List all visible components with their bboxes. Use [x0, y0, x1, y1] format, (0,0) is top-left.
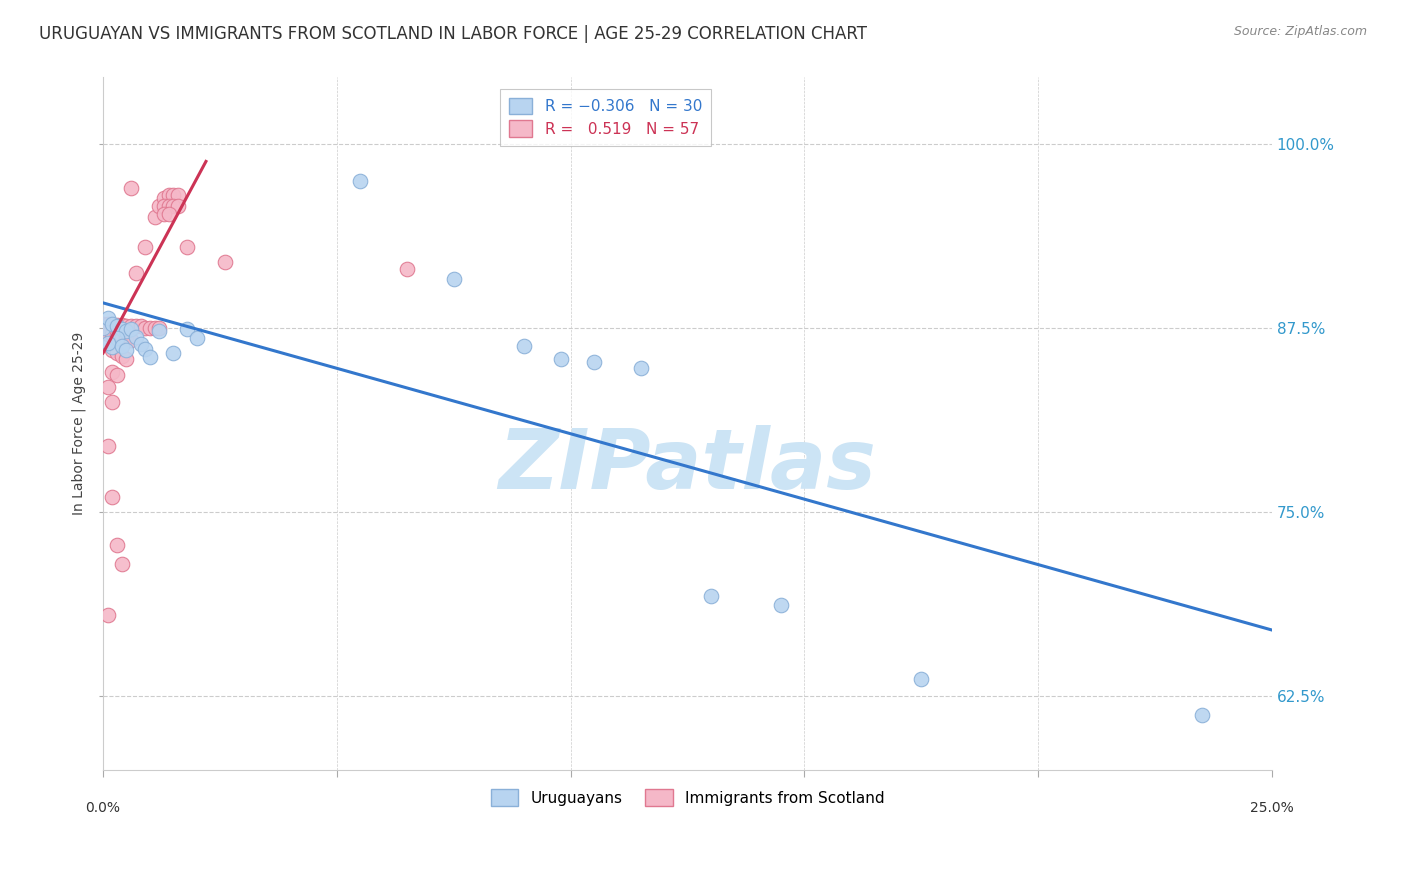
- Point: [111, 557, 134, 571]
- Point: [153, 207, 176, 221]
- Text: URUGUAYAN VS IMMIGRANTS FROM SCOTLAND IN LABOR FORCE | AGE 25-29 CORRELATION CHA: URUGUAYAN VS IMMIGRANTS FROM SCOTLAND IN…: [39, 25, 868, 43]
- Point: [157, 188, 180, 202]
- Point: [120, 181, 142, 195]
- Point: [101, 317, 124, 331]
- Point: [395, 262, 418, 277]
- Point: [167, 199, 190, 213]
- Point: [111, 322, 134, 336]
- Point: [111, 330, 134, 344]
- Point: [148, 324, 170, 338]
- Point: [120, 322, 142, 336]
- Point: [120, 333, 142, 347]
- Point: [97, 317, 120, 331]
- Point: [101, 326, 124, 341]
- Point: [115, 351, 138, 366]
- Point: [105, 368, 128, 383]
- Point: [105, 346, 128, 360]
- Point: [143, 211, 166, 225]
- Point: [513, 338, 536, 352]
- Point: [111, 349, 134, 363]
- Point: [101, 340, 124, 354]
- Point: [167, 188, 190, 202]
- Point: [125, 330, 148, 344]
- Point: [115, 331, 138, 345]
- Point: [101, 491, 124, 505]
- Point: [97, 326, 120, 341]
- Text: ZIPatlas: ZIPatlas: [499, 425, 876, 506]
- Point: [157, 207, 180, 221]
- Point: [105, 328, 128, 343]
- Point: [101, 365, 124, 379]
- Legend: Uruguayans, Immigrants from Scotland: Uruguayans, Immigrants from Scotland: [485, 783, 890, 813]
- Point: [134, 321, 156, 335]
- Point: [129, 319, 152, 334]
- Point: [139, 321, 162, 335]
- Point: [143, 321, 166, 335]
- Point: [349, 173, 371, 187]
- Point: [582, 355, 605, 369]
- Point: [1191, 708, 1213, 723]
- Point: [550, 351, 572, 366]
- Point: [162, 346, 184, 360]
- Point: [97, 608, 120, 623]
- Point: [157, 199, 180, 213]
- Point: [153, 191, 176, 205]
- Point: [125, 267, 148, 281]
- Point: [162, 199, 184, 213]
- Point: [139, 351, 162, 365]
- Point: [153, 199, 176, 213]
- Point: [115, 319, 138, 334]
- Point: [115, 343, 138, 357]
- Point: [769, 598, 792, 612]
- Point: [120, 319, 142, 334]
- Point: [91, 317, 114, 331]
- Point: [176, 322, 198, 336]
- Point: [148, 199, 170, 213]
- Text: 25.0%: 25.0%: [1250, 800, 1294, 814]
- Point: [148, 321, 170, 335]
- Point: [97, 439, 120, 453]
- Point: [162, 188, 184, 202]
- Point: [105, 331, 128, 345]
- Point: [910, 672, 932, 686]
- Point: [630, 360, 652, 375]
- Point: [101, 394, 124, 409]
- Text: Source: ZipAtlas.com: Source: ZipAtlas.com: [1233, 25, 1367, 38]
- Point: [105, 537, 128, 551]
- Point: [97, 310, 120, 325]
- Point: [105, 319, 128, 334]
- Point: [125, 319, 148, 334]
- Point: [176, 240, 198, 254]
- Point: [91, 321, 114, 335]
- Point: [134, 240, 156, 254]
- Point: [97, 335, 120, 350]
- Y-axis label: In Labor Force | Age 25-29: In Labor Force | Age 25-29: [72, 332, 86, 516]
- Point: [129, 337, 152, 351]
- Point: [214, 254, 236, 268]
- Point: [101, 343, 124, 357]
- Point: [134, 342, 156, 356]
- Point: [105, 318, 128, 332]
- Point: [186, 331, 208, 345]
- Point: [97, 380, 120, 394]
- Text: 0.0%: 0.0%: [86, 800, 121, 814]
- Point: [115, 324, 138, 338]
- Point: [111, 318, 134, 332]
- Point: [101, 318, 124, 332]
- Point: [111, 338, 134, 352]
- Point: [443, 272, 465, 286]
- Point: [700, 589, 723, 603]
